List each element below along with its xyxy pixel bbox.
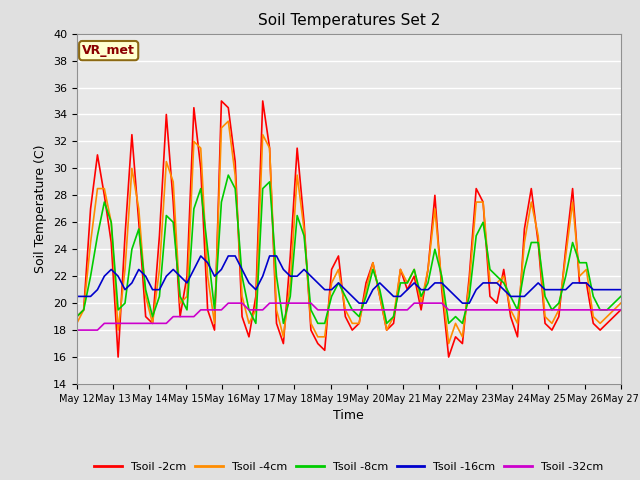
Tsoil -2cm bbox=[459, 341, 467, 347]
Tsoil -16cm bbox=[355, 300, 363, 306]
Tsoil -4cm bbox=[617, 300, 625, 306]
Tsoil -16cm bbox=[438, 280, 445, 286]
Line: Tsoil -32cm: Tsoil -32cm bbox=[77, 303, 621, 330]
Y-axis label: Soil Temperature (C): Soil Temperature (C) bbox=[35, 144, 47, 273]
X-axis label: Time: Time bbox=[333, 409, 364, 422]
Tsoil -8cm bbox=[438, 273, 445, 279]
Tsoil -2cm bbox=[438, 287, 445, 292]
Tsoil -4cm bbox=[445, 341, 452, 347]
Tsoil -32cm bbox=[562, 307, 570, 313]
Tsoil -8cm bbox=[225, 172, 232, 178]
Line: Tsoil -8cm: Tsoil -8cm bbox=[77, 175, 621, 324]
Tsoil -16cm bbox=[197, 253, 205, 259]
Tsoil -16cm bbox=[417, 287, 425, 292]
Tsoil -32cm bbox=[225, 300, 232, 306]
Tsoil -2cm bbox=[115, 354, 122, 360]
Tsoil -4cm bbox=[459, 334, 467, 340]
Tsoil -16cm bbox=[569, 280, 577, 286]
Tsoil -32cm bbox=[321, 307, 328, 313]
Tsoil -8cm bbox=[569, 240, 577, 245]
Tsoil -2cm bbox=[617, 307, 625, 313]
Tsoil -8cm bbox=[252, 321, 260, 326]
Tsoil -32cm bbox=[452, 307, 460, 313]
Line: Tsoil -16cm: Tsoil -16cm bbox=[77, 256, 621, 303]
Tsoil -2cm bbox=[218, 98, 225, 104]
Tsoil -32cm bbox=[410, 300, 418, 306]
Tsoil -16cm bbox=[459, 300, 467, 306]
Tsoil -16cm bbox=[321, 287, 328, 292]
Line: Tsoil -2cm: Tsoil -2cm bbox=[77, 101, 621, 357]
Tsoil -4cm bbox=[431, 206, 438, 212]
Tsoil -4cm bbox=[73, 321, 81, 326]
Tsoil -2cm bbox=[417, 307, 425, 313]
Tsoil -4cm bbox=[321, 334, 328, 340]
Tsoil -2cm bbox=[569, 186, 577, 192]
Tsoil -32cm bbox=[617, 307, 625, 313]
Tsoil -32cm bbox=[403, 307, 411, 313]
Tsoil -4cm bbox=[569, 199, 577, 205]
Title: Soil Temperatures Set 2: Soil Temperatures Set 2 bbox=[258, 13, 440, 28]
Tsoil -32cm bbox=[73, 327, 81, 333]
Tsoil -16cm bbox=[617, 287, 625, 292]
Tsoil -4cm bbox=[410, 266, 418, 272]
Text: VR_met: VR_met bbox=[82, 44, 135, 57]
Tsoil -16cm bbox=[73, 293, 81, 300]
Tsoil -2cm bbox=[73, 314, 81, 320]
Legend: Tsoil -2cm, Tsoil -4cm, Tsoil -8cm, Tsoil -16cm, Tsoil -32cm: Tsoil -2cm, Tsoil -4cm, Tsoil -8cm, Tsoi… bbox=[90, 457, 608, 477]
Tsoil -8cm bbox=[328, 293, 335, 300]
Tsoil -4cm bbox=[403, 280, 411, 286]
Tsoil -8cm bbox=[410, 266, 418, 272]
Tsoil -2cm bbox=[328, 266, 335, 272]
Tsoil -8cm bbox=[459, 321, 467, 326]
Tsoil -8cm bbox=[617, 293, 625, 300]
Line: Tsoil -4cm: Tsoil -4cm bbox=[77, 121, 621, 344]
Tsoil -32cm bbox=[431, 300, 438, 306]
Tsoil -4cm bbox=[225, 118, 232, 124]
Tsoil -2cm bbox=[410, 273, 418, 279]
Tsoil -8cm bbox=[73, 314, 81, 320]
Tsoil -16cm bbox=[410, 280, 418, 286]
Tsoil -8cm bbox=[417, 293, 425, 300]
